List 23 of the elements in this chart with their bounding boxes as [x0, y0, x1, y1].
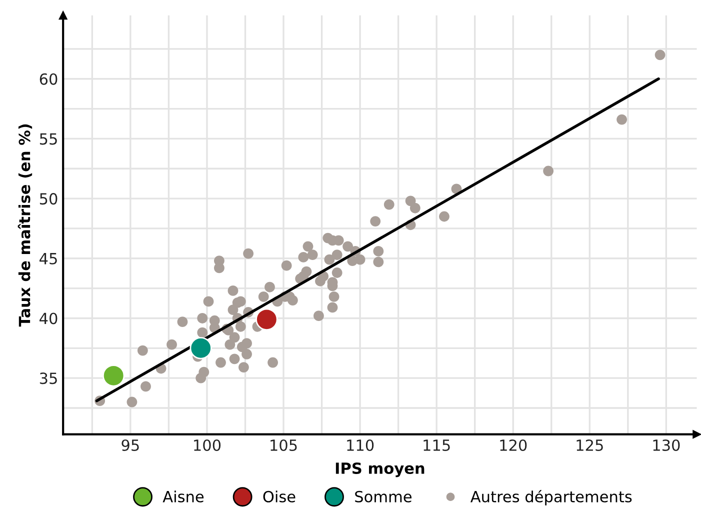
legend-label: Somme	[355, 490, 412, 502]
y-axis-title: Taux de maîtrise (en %)	[18, 124, 32, 327]
x-tick-label: 110	[347, 439, 374, 452]
x-axis-title: IPS moyen	[336, 462, 424, 478]
y-tick-label: 50	[40, 193, 58, 205]
y-tick-label: 55	[40, 133, 57, 145]
legend-label: Autres départements	[470, 490, 632, 506]
x-tick-label: 125	[576, 439, 603, 452]
point	[102, 364, 125, 387]
x-tick-label: 120	[500, 439, 527, 452]
x-tick-label: 115	[424, 440, 450, 452]
point	[256, 308, 278, 331]
point	[190, 337, 212, 360]
x-tick-label: 130	[653, 439, 680, 452]
y-tick-label: 40	[40, 312, 58, 324]
y-tick-label: 35	[40, 372, 57, 384]
y-tick-label: 45	[40, 253, 57, 264]
x-tick-label: 95	[122, 439, 139, 452]
x-tick-label: 105	[270, 439, 297, 452]
x-tick-label: 100	[194, 439, 221, 452]
legend-label: Oise	[263, 490, 296, 502]
legend-label: Aisne	[162, 490, 204, 502]
y-tick-label: 60	[40, 73, 58, 85]
